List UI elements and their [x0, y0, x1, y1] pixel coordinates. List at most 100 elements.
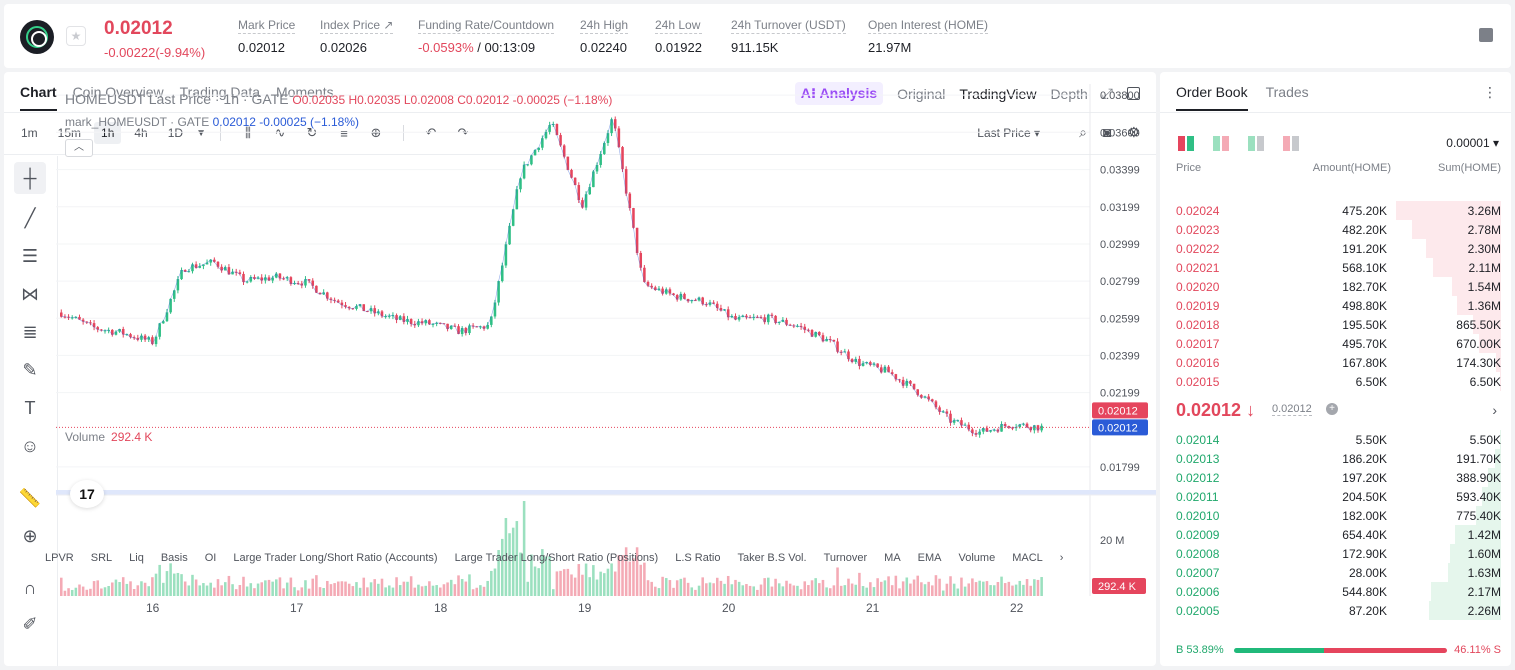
ask-row[interactable]: 0.02024 475.20K 3.26M — [1160, 201, 1511, 220]
indicator-tab[interactable]: Large Trader Long/Short Ratio (Positions… — [454, 552, 659, 564]
volume-bar — [176, 572, 180, 596]
bid-row[interactable]: 0.02006 544.80K 2.17M — [1160, 582, 1511, 601]
tab-original[interactable]: Original — [897, 85, 946, 102]
ask-row[interactable]: 0.02023 482.20K 2.78M — [1160, 220, 1511, 239]
ruler-icon[interactable]: 📏 — [18, 488, 42, 508]
ask-row[interactable]: 0.02021 568.10K 2.11M — [1160, 258, 1511, 277]
tab-ai-analysis[interactable]: A⁝ Analysis — [794, 82, 884, 105]
pattern-icon[interactable]: ⋈ — [21, 284, 39, 304]
indicator-tab[interactable]: Taker B.S Vol. — [737, 552, 807, 564]
ask-row[interactable]: 0.02018 195.50K 865.50K — [1160, 315, 1511, 334]
favorite-star-icon[interactable]: ★ — [66, 26, 86, 46]
bid-row[interactable]: 0.02007 28.00K 1.63M — [1160, 563, 1511, 582]
collapse-legend-button[interactable]: ︿ — [65, 139, 93, 157]
tab-tradingview[interactable]: TradingView — [959, 85, 1037, 102]
volume-bar — [366, 587, 369, 596]
volume-bar — [402, 581, 406, 596]
precision-select[interactable]: 0.00001 ▾ — [1446, 136, 1499, 150]
indicator-tab[interactable]: SRL — [90, 552, 113, 564]
interval-15m[interactable]: 15m — [57, 126, 82, 140]
tab-order-book[interactable]: Order Book — [1176, 84, 1248, 111]
tab-trades[interactable]: Trades — [1265, 84, 1309, 100]
tab-trading-data[interactable]: Trading Data — [179, 84, 261, 100]
bid-row[interactable]: 0.02008 172.90K 1.60M — [1160, 544, 1511, 563]
indicator-tab[interactable]: › — [1059, 552, 1064, 564]
indicator-tab[interactable]: Basis — [160, 552, 188, 564]
templates-icon[interactable]: ≡ — [340, 125, 348, 141]
camera-icon[interactable]: ◙ — [1102, 124, 1112, 140]
stat-label[interactable]: Index Price ↗ — [320, 18, 394, 34]
crosshair-icon[interactable]: ┼ — [14, 162, 46, 194]
chevron-right-icon[interactable]: › — [1492, 402, 1497, 418]
stat-label[interactable]: 24h High — [580, 18, 629, 34]
indicator-tab[interactable]: EMA — [917, 552, 942, 564]
magnet-icon[interactable]: ∩ — [23, 578, 37, 598]
ask-row[interactable]: 0.02020 182.70K 1.54M — [1160, 277, 1511, 296]
indicator-tab[interactable]: MA — [884, 552, 901, 564]
price-chart[interactable]: 0.03800 0.03600 0.03399 0.03199 0.02999 0.027… — [56, 84, 1156, 619]
bid-row[interactable]: 0.02011 204.50K 593.40K — [1160, 487, 1511, 506]
indicator-tab[interactable]: Large Trader Long/Short Ratio (Accounts) — [233, 552, 438, 564]
interval-1d[interactable]: 1D — [167, 126, 184, 140]
tab-coin-overview[interactable]: Coin Overview — [72, 84, 164, 100]
indicator-tab[interactable]: Turnover — [823, 552, 868, 564]
ask-row[interactable]: 0.02015 6.50K 6.50K — [1160, 372, 1511, 391]
indicator-tab[interactable]: LPVR — [45, 552, 74, 564]
horizontal-lines-icon[interactable]: ☰ — [21, 246, 39, 266]
interval-1m[interactable]: 1m — [21, 126, 38, 140]
stat-label[interactable]: Open Interest (HOME) — [868, 18, 989, 34]
candle-body — [909, 380, 912, 384]
tab-moments[interactable]: Moments — [276, 84, 334, 100]
view-both-alt-icon[interactable] — [1213, 136, 1230, 151]
candle-body — [858, 358, 861, 367]
interval-dropdown-icon[interactable]: ▼ — [196, 127, 206, 139]
ask-row[interactable]: 0.02019 498.80K 1.36M — [1160, 296, 1511, 315]
ask-row[interactable]: 0.02022 191.20K 2.30M — [1160, 239, 1511, 258]
more-icon[interactable]: ⋮ — [1483, 84, 1497, 100]
pencil-lock-icon[interactable]: ✐ — [22, 614, 38, 634]
stat-label[interactable]: Funding Rate/Countdown — [418, 18, 555, 34]
gear-icon[interactable]: ⚙ — [1127, 124, 1140, 140]
ask-row[interactable]: 0.02017 495.70K 670.00K — [1160, 334, 1511, 353]
trend-line-icon[interactable]: ╱ — [24, 208, 36, 228]
stat-label[interactable]: Mark Price — [238, 18, 296, 34]
indicator-tab[interactable]: Liq — [129, 552, 144, 564]
depth-bar — [1396, 201, 1501, 220]
emoji-icon[interactable]: ☺ — [20, 436, 40, 456]
tab-depth[interactable]: Depth — [1050, 85, 1088, 102]
indicator-tab[interactable]: Volume — [958, 552, 996, 564]
bid-row[interactable]: 0.02010 182.00K 775.40K — [1160, 506, 1511, 525]
indicator-tab[interactable]: L.S Ratio — [675, 552, 721, 564]
candle-body — [384, 316, 387, 318]
price-type-select[interactable]: Last Price ▾ — [977, 126, 1040, 140]
interval-1h[interactable]: 1h — [94, 122, 122, 144]
view-bids-icon[interactable] — [1248, 136, 1265, 151]
zoom-in-icon[interactable]: ⊕ — [22, 526, 38, 546]
bid-row[interactable]: 0.02013 186.20K 191.70K — [1160, 449, 1511, 468]
ask-row[interactable]: 0.02016 167.80K 174.30K — [1160, 353, 1511, 372]
bid-sum: 2.26M — [1467, 604, 1501, 618]
bid-row[interactable]: 0.02009 654.40K 1.42M — [1160, 525, 1511, 544]
brush-icon[interactable]: ✎ — [22, 360, 38, 380]
volume-bar — [628, 561, 632, 596]
view-asks-icon[interactable] — [1283, 136, 1300, 151]
ask-amount: 191.20K — [1342, 242, 1387, 256]
text-icon[interactable]: T — [24, 398, 36, 418]
expand-icon[interactable]: ⤢ — [1101, 85, 1113, 101]
bid-row[interactable]: 0.02012 197.20K 388.90K — [1160, 468, 1511, 487]
bid-row[interactable]: 0.02014 5.50K 5.50K — [1160, 430, 1511, 449]
fib-icon[interactable]: ≣ — [22, 322, 38, 342]
indicator-tab[interactable]: OI — [204, 552, 217, 564]
tab-chart[interactable]: Chart — [20, 84, 57, 111]
stat-label[interactable]: 24h Turnover (USDT) — [731, 18, 846, 34]
guide-book-icon[interactable] — [1479, 28, 1493, 42]
interval-4h[interactable]: 4h — [134, 126, 148, 140]
view-both-icon[interactable] — [1178, 136, 1195, 151]
window-icon[interactable] — [1127, 87, 1140, 100]
volume-bar — [668, 580, 672, 596]
stat-label[interactable]: 24h Low — [655, 18, 702, 34]
bid-row[interactable]: 0.02005 87.20K 2.26M — [1160, 601, 1511, 620]
indicator-tab[interactable]: MACL — [1012, 552, 1043, 564]
ask-price: 0.02016 — [1176, 356, 1220, 370]
info-icon[interactable]: + — [1326, 403, 1338, 415]
